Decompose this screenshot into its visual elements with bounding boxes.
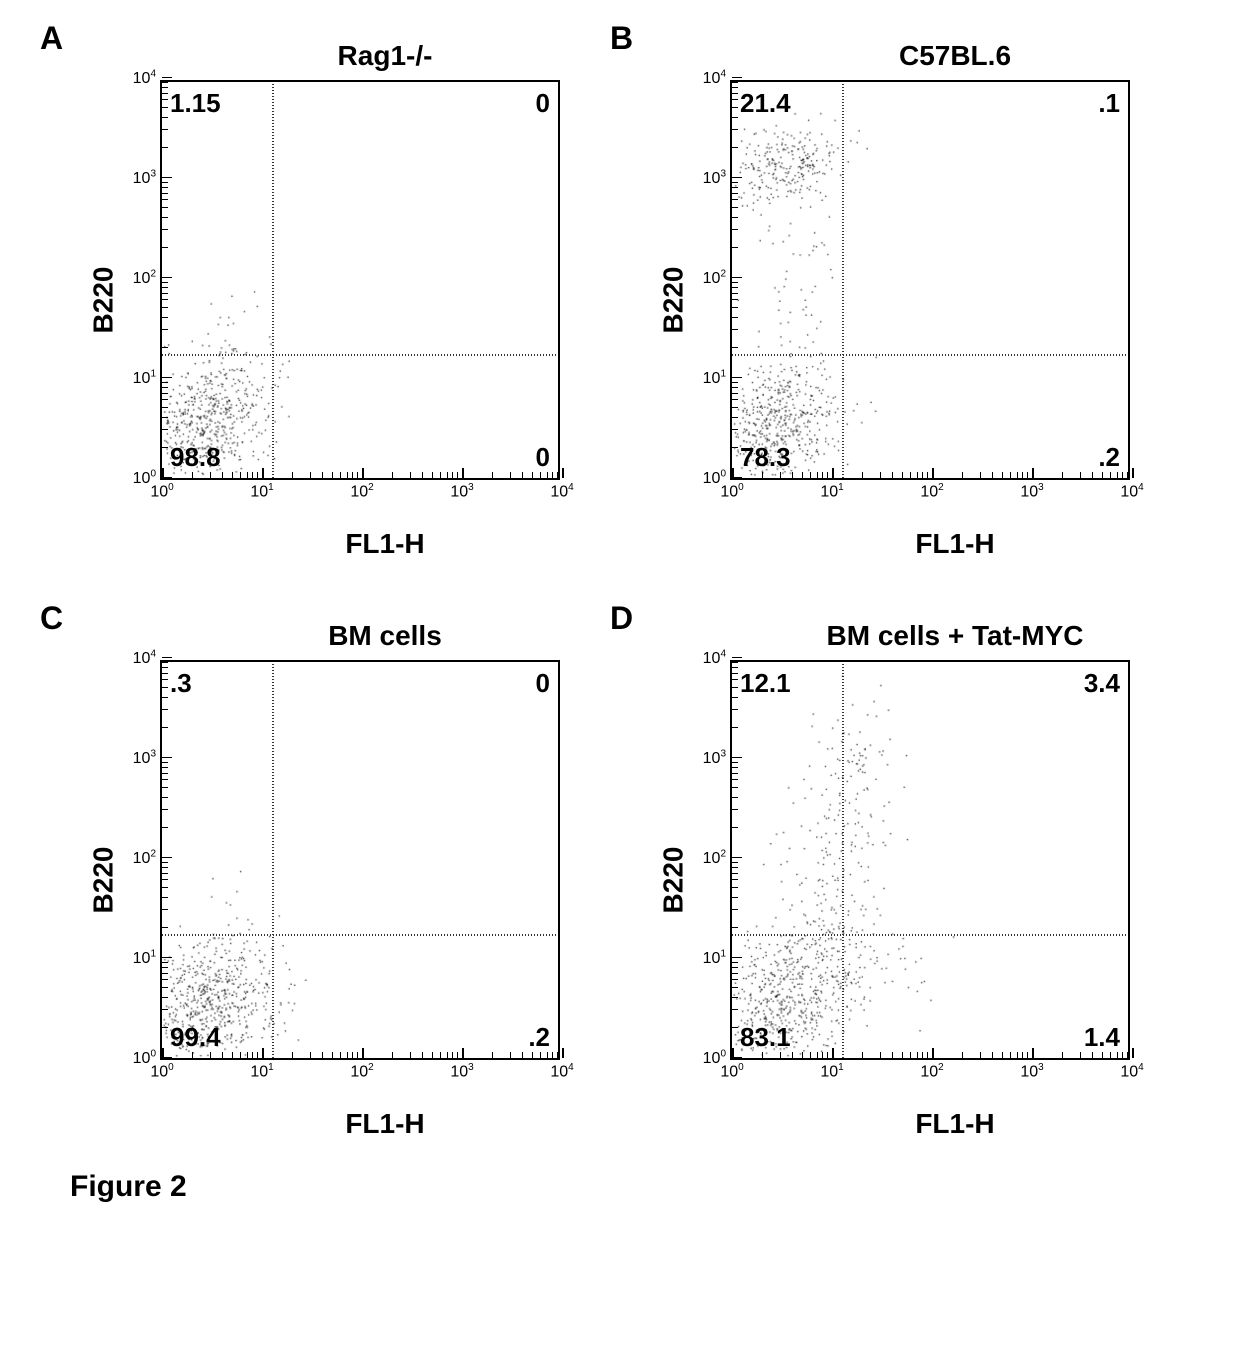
x-ticks: 100101102103104 <box>732 478 1128 518</box>
x-axis-label: FL1-H <box>160 528 610 560</box>
panel-letter: A <box>40 20 63 57</box>
x-axis-label: FL1-H <box>730 528 1180 560</box>
panel-letter: D <box>610 600 633 637</box>
scatter-canvas <box>162 662 558 1058</box>
y-ticks: 100101102103104 <box>112 82 162 478</box>
x-ticks: 100101102103104 <box>732 1058 1128 1098</box>
plot-wrap: C57BL.6 B220 FL1-H 21.4 .1 78.3 .2 10010… <box>640 40 1180 560</box>
scatter-canvas <box>162 82 558 478</box>
scatter-plot: 1.15 0 98.8 0 100101102103104 1001011021… <box>160 80 560 480</box>
plot-wrap: Rag1-/- B220 FL1-H 1.15 0 98.8 0 1001011… <box>70 40 610 560</box>
x-axis-label: FL1-H <box>160 1108 610 1140</box>
plot-title: BM cells + Tat-MYC <box>730 620 1180 652</box>
plot-wrap: BM cells B220 FL1-H .3 0 99.4 .2 1001011… <box>70 620 610 1140</box>
panel-a: A Rag1-/- B220 FL1-H 1.15 0 98.8 0 10010… <box>70 40 610 560</box>
quadrant-ul-value: 1.15 <box>170 90 221 116</box>
y-ticks: 100101102103104 <box>682 82 732 478</box>
quadrant-lr-value: .2 <box>1098 444 1120 470</box>
x-ticks: 100101102103104 <box>162 478 558 518</box>
scatter-canvas <box>732 662 1128 1058</box>
quadrant-lr-value: 0 <box>536 444 550 470</box>
quadrant-ll-value: 98.8 <box>170 444 221 470</box>
plot-title: Rag1-/- <box>160 40 610 72</box>
quadrant-ur-value: .1 <box>1098 90 1120 116</box>
panel-d: D BM cells + Tat-MYC B220 FL1-H 12.1 3.4… <box>640 620 1180 1140</box>
plot-wrap: BM cells + Tat-MYC B220 FL1-H 12.1 3.4 8… <box>640 620 1180 1140</box>
quadrant-ul-value: 21.4 <box>740 90 791 116</box>
scatter-plot: .3 0 99.4 .2 100101102103104 10010110210… <box>160 660 560 1060</box>
quadrant-lr-value: 1.4 <box>1084 1024 1120 1050</box>
y-ticks: 100101102103104 <box>112 662 162 1058</box>
quadrant-ul-value: .3 <box>170 670 192 696</box>
quadrant-ll-value: 83.1 <box>740 1024 791 1050</box>
plot-title: BM cells <box>160 620 610 652</box>
quadrant-ll-value: 99.4 <box>170 1024 221 1050</box>
scatter-plot: 12.1 3.4 83.1 1.4 100101102103104 100101… <box>730 660 1130 1060</box>
plot-title: C57BL.6 <box>730 40 1180 72</box>
quadrant-ur-value: 3.4 <box>1084 670 1120 696</box>
figure-caption: Figure 2 <box>70 1170 1180 1204</box>
scatter-canvas <box>732 82 1128 478</box>
quadrant-ur-value: 0 <box>536 670 550 696</box>
quadrant-ur-value: 0 <box>536 90 550 116</box>
scatter-plot: 21.4 .1 78.3 .2 100101102103104 10010110… <box>730 80 1130 480</box>
panel-c: C BM cells B220 FL1-H .3 0 99.4 .2 10010… <box>70 620 610 1140</box>
quadrant-lr-value: .2 <box>528 1024 550 1050</box>
panel-letter: B <box>610 20 633 57</box>
panel-b: B C57BL.6 B220 FL1-H 21.4 .1 78.3 .2 100… <box>640 40 1180 560</box>
x-axis-label: FL1-H <box>730 1108 1180 1140</box>
panel-grid: A Rag1-/- B220 FL1-H 1.15 0 98.8 0 10010… <box>70 40 1180 1140</box>
y-ticks: 100101102103104 <box>682 662 732 1058</box>
panel-letter: C <box>40 600 63 637</box>
quadrant-ul-value: 12.1 <box>740 670 791 696</box>
quadrant-ll-value: 78.3 <box>740 444 791 470</box>
x-ticks: 100101102103104 <box>162 1058 558 1098</box>
